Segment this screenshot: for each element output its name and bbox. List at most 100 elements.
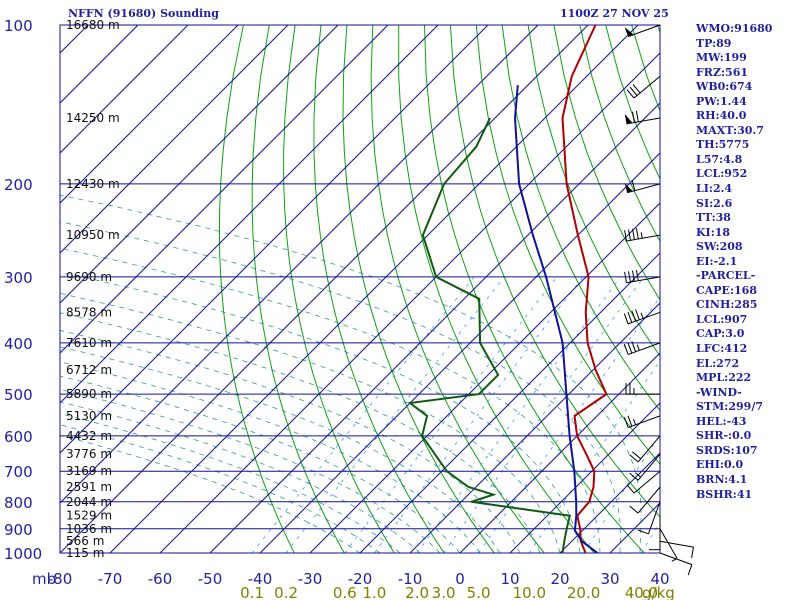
stat-line: EI:-2.1	[696, 254, 738, 268]
stat-line: LCL:952	[696, 167, 748, 181]
height-label: 1529 m	[66, 509, 112, 523]
stat-line: CAP:3.0	[696, 327, 745, 341]
temperature-tick-label: 20	[550, 570, 569, 588]
pressure-tick-label: 1000	[4, 545, 42, 563]
moist-adiabat-line	[60, 401, 421, 553]
moist-adiabat-line	[60, 346, 501, 553]
mixing-ratio-label: 3.0	[432, 584, 456, 600]
height-label: 4432 m	[66, 429, 112, 443]
stat-line: TP:89	[696, 36, 732, 50]
stat-line: TH:5775	[696, 138, 750, 152]
mixing-ratio-label: 1.0	[362, 584, 386, 600]
temperature-tick-label: -30	[298, 570, 323, 588]
wind-barb	[629, 486, 661, 514]
dry-adiabat-line	[251, 25, 345, 553]
wind-barb	[623, 341, 661, 355]
stat-line: FRZ:561	[696, 65, 749, 79]
isotherm-line	[309, 202, 660, 553]
isotherm-line	[459, 352, 660, 553]
temperature-tick-label: 40	[650, 570, 669, 588]
mixing-ratio-label: 40.0	[625, 584, 658, 600]
mixing-ratio-label: 20.0	[567, 584, 600, 600]
isotherm-line	[559, 452, 660, 553]
dry-adiabat-line	[501, 25, 660, 412]
wind-barb	[624, 228, 661, 242]
pressure-tick-label: 800	[4, 494, 33, 512]
dry-adiabat-line	[398, 25, 595, 553]
height-label: 566 m	[66, 534, 104, 548]
wind-barb	[649, 515, 661, 551]
height-label: 12430 m	[66, 177, 120, 191]
isotherm-line	[359, 252, 660, 553]
moist-adiabat-line	[60, 221, 621, 553]
mixing-ratio-label: 5.0	[467, 584, 491, 600]
stat-line: KI:18	[696, 225, 731, 239]
stat-line: SW:208	[696, 240, 743, 254]
stat-line: SRDS:107	[696, 443, 758, 457]
height-label: 16680 m	[66, 18, 120, 32]
plot-frame	[59, 24, 661, 554]
stat-line: CAPE:168	[696, 283, 757, 297]
wind-barb	[624, 110, 661, 125]
dry-adiabat-line	[370, 25, 545, 553]
stat-line: LFC:412	[696, 342, 748, 356]
isotherm-line	[60, 25, 539, 504]
wind-barb	[626, 470, 661, 494]
stat-line: PW:1.44	[696, 94, 747, 108]
mixing-ratio-label: 0.6	[333, 584, 357, 600]
isotherm-line	[509, 402, 660, 553]
stat-line: EHI:0.0	[696, 458, 744, 472]
stat-line: WMO:91680	[696, 22, 773, 35]
isotherm-line	[159, 52, 660, 553]
wind-barb	[624, 269, 661, 284]
pressure-tick-label: 100	[4, 17, 33, 35]
mixing-ratio-line	[583, 434, 660, 553]
height-label: 7610 m	[66, 336, 112, 350]
dry-adiabat-line	[342, 25, 495, 553]
dry-adiabat-line	[553, 25, 660, 301]
mixing-ratio-line	[344, 276, 558, 553]
isotherm-line	[60, 25, 589, 553]
height-label: 10950 m	[66, 228, 120, 242]
height-label: 5890 m	[66, 387, 112, 401]
dry-adiabat-line	[527, 25, 660, 357]
stat-line: WB0:674	[696, 80, 753, 94]
isotherm-line	[60, 25, 239, 204]
stat-line: MPL:222	[696, 371, 752, 385]
wind-barb	[629, 453, 661, 481]
temperature-tick-label: -60	[148, 570, 173, 588]
isotherm-line	[60, 25, 289, 254]
pressure-tick-label: 300	[4, 269, 33, 287]
mixing-ratio-line	[478, 296, 660, 553]
parcel-line	[513, 85, 599, 553]
isotherm-line	[60, 25, 439, 404]
temperature-tick-label: -50	[198, 570, 223, 588]
wind-barb	[637, 501, 661, 535]
pressure-unit-label: mb	[32, 570, 56, 588]
stat-line: CINH:285	[696, 298, 758, 312]
dry-adiabat-line	[424, 25, 645, 553]
stat-line: BSHR:41	[696, 487, 753, 501]
stat-line: LI:2.4	[696, 182, 733, 196]
wind-barb	[623, 415, 661, 428]
dry-adiabat-line	[313, 25, 445, 553]
mixing-ratio-label: 2.0	[405, 584, 429, 600]
temperature-tick-label: -40	[248, 570, 273, 588]
wind-barb	[659, 528, 678, 562]
isotherm-line	[209, 102, 660, 553]
chart-time: 1100Z 27 NOV 25	[560, 7, 669, 20]
height-label: 3169 m	[66, 464, 112, 478]
chart-labels: NFFN (91680) Sounding 1100Z 27 NOV 25 10…	[4, 7, 675, 600]
temperature-tick-label: -80	[48, 570, 73, 588]
stat-line: SHR-:0.0	[696, 429, 752, 443]
isotherm-line	[109, 25, 639, 553]
stat-line: LCL:907	[696, 312, 748, 326]
dewpoint-line	[407, 117, 572, 553]
mixing-ratio-line	[528, 360, 660, 553]
wind-barb	[624, 179, 661, 194]
isotherm-lines	[60, 25, 660, 553]
profile-series	[407, 25, 608, 553]
height-label: 8578 m	[66, 305, 112, 319]
stat-line: SI:2.6	[696, 196, 733, 210]
